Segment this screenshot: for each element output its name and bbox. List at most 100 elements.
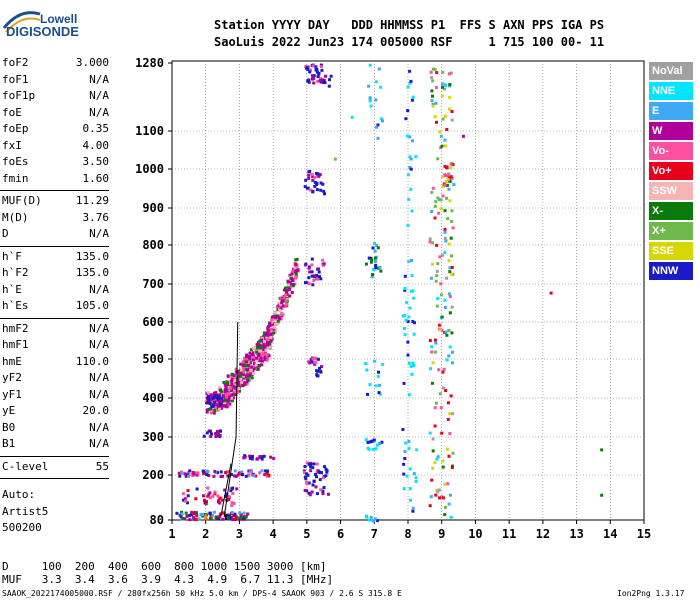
- x-tick-label: 12: [536, 527, 550, 541]
- echo-point: [433, 216, 437, 220]
- param-name: fmin: [2, 171, 29, 185]
- echo-point: [208, 429, 212, 433]
- echo-point: [294, 272, 298, 275]
- echo-point: [312, 479, 316, 483]
- echo-point: [439, 293, 443, 297]
- echo-point: [403, 450, 407, 454]
- echo-point: [405, 300, 409, 304]
- echo-point: [441, 465, 445, 469]
- echo-point: [230, 372, 234, 376]
- echo-point: [265, 472, 269, 476]
- echo-point: [376, 136, 380, 140]
- echo-point: [402, 381, 406, 385]
- echo-point: [267, 325, 271, 328]
- echo-point: [241, 384, 245, 388]
- echo-point: [247, 473, 251, 477]
- echo-point: [209, 394, 213, 398]
- echo-point: [220, 498, 224, 502]
- param-row: yF2 N/A: [2, 371, 109, 388]
- echo-point: [214, 391, 218, 395]
- echo-point: [195, 514, 199, 518]
- echo-point: [296, 264, 300, 268]
- echo-point: [431, 361, 435, 365]
- echo-point: [193, 517, 196, 521]
- echo-point: [251, 372, 255, 376]
- echo-point: [435, 120, 438, 124]
- echo-point: [434, 101, 438, 105]
- echo-point: [450, 305, 454, 309]
- echo-point: [411, 139, 414, 143]
- echo-point: [260, 346, 264, 349]
- echo-point: [371, 273, 374, 277]
- echo-point: [318, 275, 321, 279]
- echo-point: [447, 454, 451, 458]
- echo-point: [410, 274, 414, 278]
- echo-point: [429, 70, 433, 74]
- auto-scaling-label: Artist5: [2, 504, 49, 518]
- separator: [0, 455, 109, 457]
- echo-point: [221, 474, 225, 478]
- echo-point: [219, 470, 223, 474]
- echo-point: [270, 316, 274, 319]
- echo-point: [202, 513, 205, 517]
- echo-point: [311, 64, 315, 68]
- echo-point: [218, 386, 222, 390]
- echo-point: [242, 515, 246, 519]
- echo-point: [227, 498, 231, 501]
- param-name: B0: [2, 420, 16, 434]
- echo-point: [247, 363, 251, 367]
- param-value: 3.76: [82, 210, 110, 224]
- echo-point: [403, 333, 407, 337]
- echo-point: [269, 327, 273, 331]
- echo-point: [373, 259, 377, 263]
- ionogram-plot: 1 2 3 4 5 6 7 8 9 10 11 12 13 14 158020030040050060070…: [135, 56, 651, 541]
- legend-item-vominus: Vo-: [649, 142, 693, 160]
- echo-point: [228, 375, 232, 379]
- echo-point: [190, 513, 194, 517]
- echo-point: [379, 117, 383, 121]
- echo-point: [447, 502, 451, 506]
- echo-point: [232, 390, 236, 394]
- echo-point: [260, 469, 264, 473]
- echo-point: [211, 400, 215, 404]
- echo-point: [226, 381, 230, 385]
- echo-point: [232, 389, 236, 392]
- echo-point: [442, 496, 445, 500]
- y-tick-label: 400: [142, 391, 164, 405]
- echo-point: [430, 350, 434, 354]
- echo-point: [269, 455, 273, 459]
- param-value: N/A: [89, 387, 109, 401]
- param-row: foEs 3.50: [2, 155, 109, 172]
- echo-point: [437, 368, 441, 372]
- echo-point: [214, 405, 217, 409]
- echo-point: [238, 375, 242, 379]
- echo-point: [375, 519, 379, 523]
- echo-point: [431, 94, 434, 98]
- echo-point: [448, 311, 452, 315]
- echo-point: [447, 187, 451, 191]
- echo-point: [316, 277, 320, 281]
- echo-point: [195, 518, 199, 522]
- param-row: hmF1 N/A: [2, 338, 109, 355]
- echo-point: [241, 364, 245, 368]
- echo-point: [230, 501, 234, 505]
- echo-point: [192, 472, 196, 476]
- y-tick-label: 300: [142, 430, 164, 444]
- echo-point: [369, 515, 373, 519]
- echo-point: [242, 511, 246, 515]
- echo-point: [258, 471, 262, 475]
- echo-point: [434, 200, 438, 204]
- echo-point: [248, 352, 252, 356]
- echo-point: [212, 391, 216, 395]
- echo-point: [403, 288, 407, 292]
- echo-point: [430, 89, 434, 93]
- echo-point: [448, 345, 452, 349]
- echo-point: [246, 512, 250, 516]
- echo-point: [284, 293, 288, 297]
- echo-point: [214, 395, 218, 399]
- echo-point: [206, 486, 210, 490]
- echo-point: [321, 258, 325, 262]
- echo-point: [408, 166, 412, 169]
- legend-item-xplus: X+: [649, 222, 693, 240]
- echo-point: [306, 186, 310, 190]
